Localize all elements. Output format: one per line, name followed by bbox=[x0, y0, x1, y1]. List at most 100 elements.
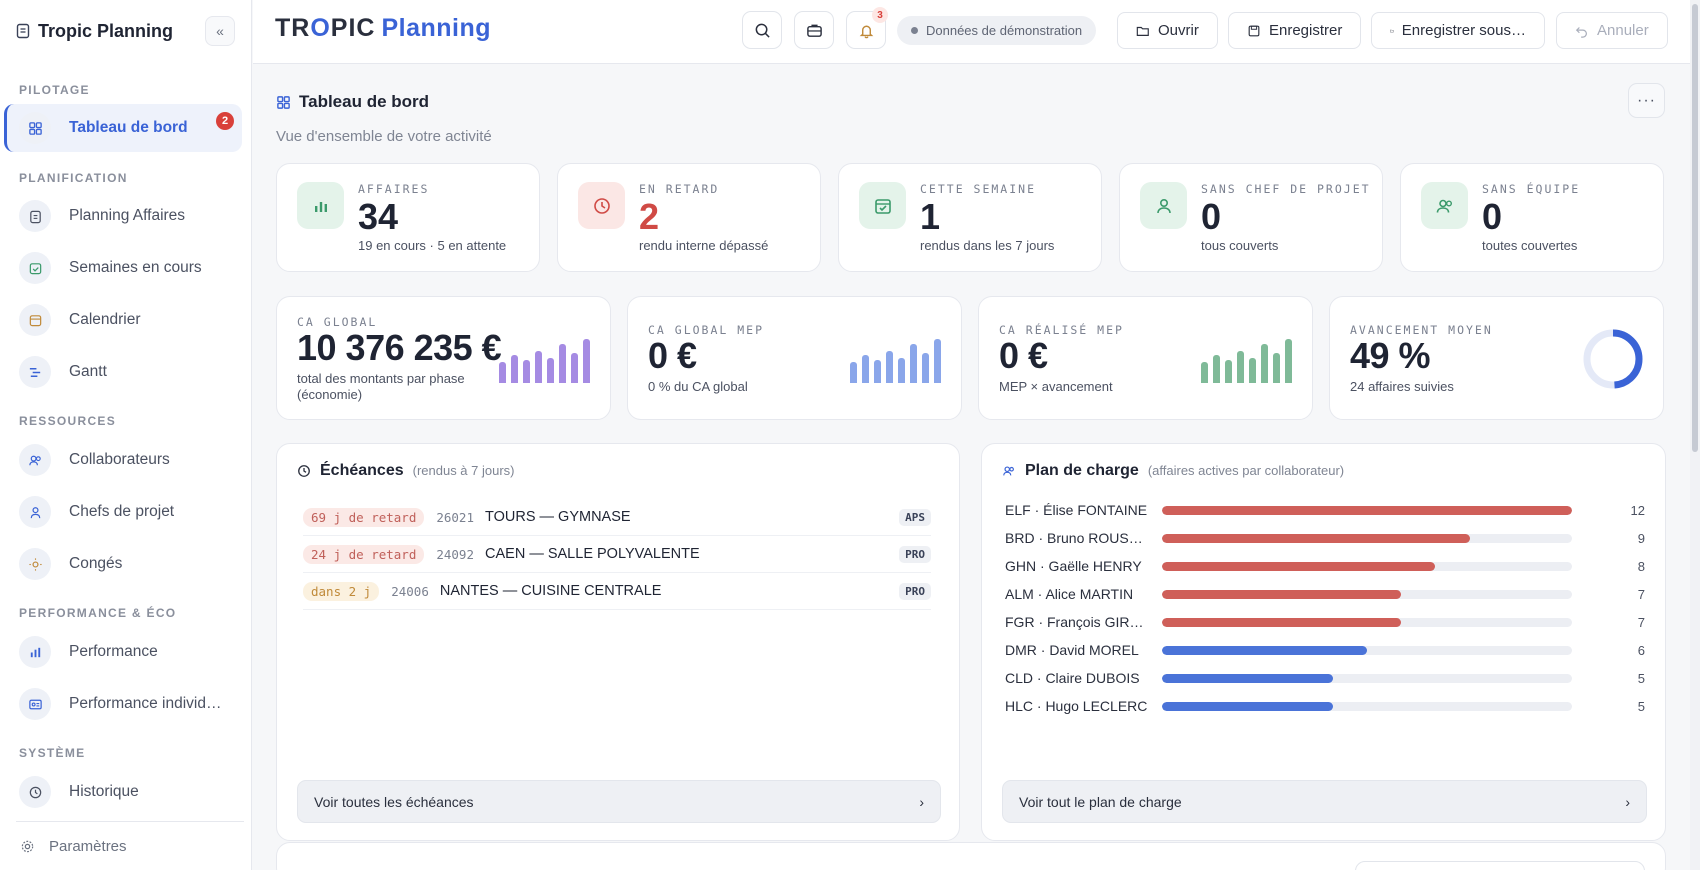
next-section-card bbox=[276, 842, 1666, 870]
dashboard-icon bbox=[19, 112, 51, 144]
workload-count: 12 bbox=[1630, 502, 1645, 518]
sidebar-item-performance[interactable]: Performance bbox=[4, 628, 242, 676]
sidebar-item-project-leads[interactable]: Chefs de projet bbox=[4, 488, 242, 536]
workload-count: 8 bbox=[1637, 558, 1645, 574]
kpi-value: 34 bbox=[358, 196, 399, 237]
more-options-button[interactable]: ··· bbox=[1628, 83, 1665, 118]
sidebar-item-collaborators[interactable]: Collaborateurs bbox=[4, 436, 242, 484]
user-icon bbox=[19, 496, 51, 528]
workload-header: Plan de charge (affaires actives par col… bbox=[1002, 462, 1344, 480]
bell-icon bbox=[859, 25, 873, 38]
phase-badge: PRO bbox=[899, 545, 931, 563]
project-name: TOURS — GYMNASE bbox=[485, 509, 631, 525]
deadline-row[interactable]: 24 j de retard 24092 CAEN — SALLE POLYVALE… bbox=[303, 536, 931, 573]
settings-link[interactable]: Paramètres bbox=[20, 838, 127, 855]
deadline-row[interactable]: dans 2 j 24006 NANTES — CUISINE CENTRALE PR… bbox=[303, 573, 931, 610]
sidebar-item-label: Historique bbox=[69, 783, 139, 800]
sidebar-item-weeks[interactable]: Semaines en cours bbox=[4, 244, 242, 292]
clock-icon bbox=[19, 776, 51, 808]
sparkline-bar bbox=[922, 353, 929, 383]
see-all-deadlines-label: Voir toutes les échéances bbox=[314, 793, 474, 810]
kpi-card: SANS CHEF DE PROJET 0 tous couverts bbox=[1119, 163, 1383, 272]
logo-text-planning: Planning bbox=[381, 14, 492, 42]
progress-ring bbox=[1583, 329, 1643, 389]
page-scrollbar[interactable] bbox=[1690, 0, 1700, 870]
workload-bar-fill bbox=[1162, 701, 1333, 711]
bar-chart-icon bbox=[19, 636, 51, 668]
save-icon bbox=[1248, 25, 1260, 36]
sparkline-bar bbox=[559, 343, 566, 383]
search-button[interactable] bbox=[742, 11, 782, 49]
save-button[interactable]: Enregistrer bbox=[1228, 12, 1362, 49]
calendar-icon bbox=[19, 304, 51, 336]
sidebar-item-leave[interactable]: Congés bbox=[4, 540, 242, 588]
page-subtitle: Vue d'ensemble de votre activité bbox=[276, 128, 492, 145]
sparkline-bar bbox=[523, 360, 530, 383]
open-button[interactable]: Ouvrir bbox=[1117, 12, 1218, 49]
id-card-icon bbox=[19, 688, 51, 720]
sidebar-item-gantt[interactable]: Gantt bbox=[4, 348, 242, 396]
revenue-subtext: 0 % du CA global bbox=[648, 379, 748, 394]
kpi-card: EN RETARD 2 rendu interne dépassé bbox=[557, 163, 821, 272]
deadline-row[interactable]: 69 j de retard 26021 TOURS — GYMNASE APS bbox=[303, 499, 931, 536]
scrollbar-thumb[interactable] bbox=[1692, 4, 1698, 452]
sidebar-item-dashboard[interactable]: Tableau de bord 2 bbox=[4, 104, 242, 152]
workload-row[interactable]: FGR · François GIRARD 7 bbox=[1005, 608, 1645, 636]
project-name: CAEN — SALLE POLYVALENTE bbox=[485, 546, 700, 562]
kpi-label: EN RETARD bbox=[639, 182, 720, 196]
settings-label: Paramètres bbox=[49, 838, 127, 855]
sidebar-item-label: Planning Affaires bbox=[69, 207, 186, 224]
sidebar-item-label: Congés bbox=[69, 555, 123, 572]
workload-row[interactable]: BRD · Bruno ROUSSEL 9 bbox=[1005, 524, 1645, 552]
notifications-button[interactable]: 3 bbox=[846, 7, 888, 49]
workload-row[interactable]: DMR · David MOREL 6 bbox=[1005, 636, 1645, 664]
briefcase-button[interactable] bbox=[794, 11, 834, 49]
workload-row[interactable]: ELF · Élise FONTAINE 12 bbox=[1005, 496, 1645, 524]
see-all-deadlines-button[interactable]: Voir toutes les échéances › bbox=[297, 780, 941, 823]
save-as-button[interactable]: Enregistrer sous… bbox=[1371, 12, 1545, 49]
sidebar-item-individual-performance[interactable]: Performance individuelle bbox=[4, 680, 242, 728]
document-icon bbox=[16, 23, 30, 39]
gear-icon bbox=[21, 840, 34, 853]
workload-bar-track bbox=[1162, 645, 1572, 655]
workload-count: 7 bbox=[1637, 614, 1645, 630]
sidebar-item-calendar[interactable]: Calendrier bbox=[4, 296, 242, 344]
kpi-subtext: tous couverts bbox=[1201, 238, 1279, 253]
workload-row[interactable]: GHN · Gaëlle HENRY 8 bbox=[1005, 552, 1645, 580]
undo-button[interactable]: Annuler bbox=[1556, 12, 1668, 49]
phase-badge: APS bbox=[899, 508, 931, 526]
clock-icon bbox=[578, 182, 625, 229]
kpi-label: SANS ÉQUIPE bbox=[1482, 182, 1581, 196]
clock-icon bbox=[298, 465, 310, 477]
project-code: 24006 bbox=[391, 583, 429, 599]
workload-row[interactable]: ALM · Alice MARTIN 7 bbox=[1005, 580, 1645, 608]
save-button-label: Enregistrer bbox=[1269, 22, 1343, 39]
workload-bar-track bbox=[1162, 505, 1572, 515]
kpi-card: AFFAIRES 34 19 en cours · 5 en attente bbox=[276, 163, 540, 272]
workload-bar-fill bbox=[1162, 533, 1470, 543]
folder-open-icon bbox=[1136, 26, 1149, 36]
collapse-sidebar-button[interactable]: « bbox=[205, 16, 235, 46]
sparkline-bar bbox=[511, 355, 518, 383]
sidebar-item-planning[interactable]: Planning Affaires bbox=[4, 192, 242, 240]
sidebar-item-label: Semaines en cours bbox=[69, 259, 202, 276]
project-code: 26021 bbox=[436, 509, 474, 525]
sidebar-item-history[interactable]: Historique bbox=[4, 768, 242, 816]
app-logo: TROPIC Planning bbox=[275, 14, 491, 43]
kpi-value: 0 bbox=[1201, 196, 1222, 237]
sidebar-item-label: Performance individuelle bbox=[69, 695, 229, 712]
divider bbox=[16, 821, 244, 822]
kpi-value: 2 bbox=[639, 196, 660, 237]
see-all-workload-button[interactable]: Voir tout le plan de charge › bbox=[1002, 780, 1647, 823]
kpi-subtext: rendu interne dépassé bbox=[639, 238, 769, 253]
calendar-check-icon bbox=[859, 182, 906, 229]
logo-text-tr: TR bbox=[275, 14, 311, 42]
logo-text-o: O bbox=[310, 14, 331, 42]
workload-row[interactable]: HLC · Hugo LECLERC 5 bbox=[1005, 692, 1645, 720]
deadlines-note: (rendus à 7 jours) bbox=[412, 463, 515, 478]
workload-bar-track bbox=[1162, 701, 1572, 711]
workload-bar-fill bbox=[1162, 589, 1402, 599]
workload-row[interactable]: CLD · Claire DUBOIS 5 bbox=[1005, 664, 1645, 692]
filter-control[interactable] bbox=[1355, 861, 1645, 870]
project-name: NANTES — CUISINE CENTRALE bbox=[439, 583, 662, 599]
